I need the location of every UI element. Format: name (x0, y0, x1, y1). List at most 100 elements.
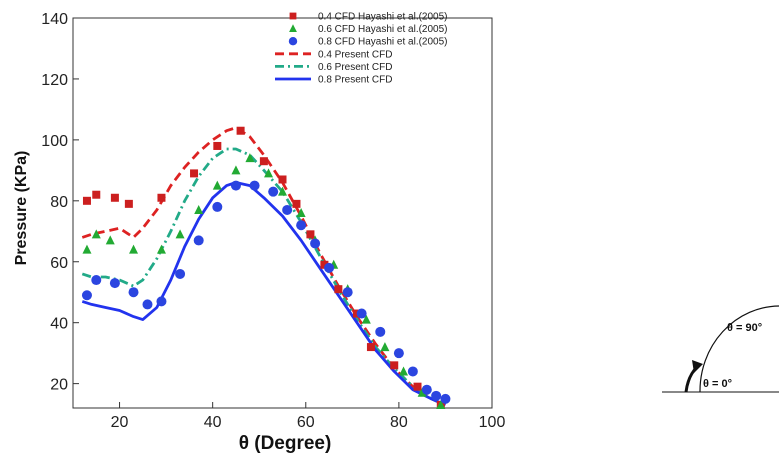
data-point (249, 180, 260, 191)
data-point (436, 399, 446, 409)
arrow-head-icon (692, 360, 703, 373)
x-tick-label: 40 (204, 414, 222, 431)
data-point (334, 285, 343, 294)
data-point (81, 290, 92, 301)
legend: 0.4 CFD Hayashi et al.(2005)0.6 CFD Haya… (275, 12, 448, 86)
data-point (417, 387, 427, 397)
series-markers (81, 180, 451, 404)
y-tick-label: 80 (50, 194, 68, 211)
data-point (390, 361, 399, 370)
legend-entry: 0.4 CFD Hayashi et al.(2005) (289, 12, 448, 23)
legend-entry: 0.6 Present CFD (275, 62, 392, 73)
data-point (230, 180, 241, 191)
legend-label: 0.4 CFD Hayashi et al.(2005) (318, 12, 448, 23)
data-point (264, 168, 274, 178)
data-point (278, 175, 287, 184)
data-point (105, 235, 115, 245)
data-point (375, 326, 386, 337)
data-point (236, 126, 245, 135)
data-point (128, 287, 139, 298)
data-point (320, 260, 329, 269)
data-point (129, 244, 139, 254)
data-point (399, 366, 409, 376)
axes: 20 40 60 80 100 120 140 20 40 60 80 100 (41, 11, 505, 431)
series-layer (81, 126, 451, 409)
legend-label: 0.8 CFD Hayashi et al.(2005) (318, 37, 448, 48)
x-tick-label: 60 (297, 414, 315, 431)
data-point (361, 314, 371, 324)
data-point (440, 393, 451, 404)
series-line (81, 147, 446, 407)
data-point (156, 296, 167, 307)
data-point (296, 220, 307, 231)
data-point (109, 278, 120, 289)
data-point (292, 199, 301, 208)
inset-label-0: θ = 0° (703, 378, 732, 390)
legend-entry: 0.8 CFD Hayashi et al.(2005) (288, 37, 448, 48)
x-axis-title: θ (Degree) (239, 433, 332, 454)
data-point (259, 157, 268, 166)
y-tick-label: 100 (41, 133, 68, 150)
data-point (91, 229, 101, 239)
data-point (212, 201, 223, 212)
y-tick-label: 140 (41, 11, 68, 28)
legend-label: 0.6 CFD Hayashi et al.(2005) (318, 24, 448, 35)
data-point (366, 343, 375, 352)
y-axis-title: Pressure (KPa) (13, 151, 30, 266)
data-point (91, 275, 102, 286)
legend-label: 0.6 Present CFD (318, 62, 392, 73)
plot-frame (72, 17, 493, 409)
data-point (282, 204, 293, 215)
data-point (306, 230, 315, 239)
data-point (342, 287, 353, 298)
y-tick-label: 60 (50, 255, 68, 272)
data-point (245, 153, 255, 163)
y-tick-label: 20 (50, 377, 68, 394)
data-point (407, 366, 418, 377)
series-line-path (81, 126, 446, 407)
data-point (324, 262, 335, 273)
data-point (157, 193, 166, 202)
data-point (213, 141, 222, 150)
x-tick-label: 80 (390, 414, 408, 431)
data-point (380, 342, 390, 352)
data-point (193, 235, 204, 246)
legend-swatch (289, 24, 297, 32)
data-point (268, 186, 279, 197)
data-point (212, 180, 222, 190)
legend-entry: 0.4 Present CFD (275, 49, 392, 60)
data-point (82, 244, 92, 254)
data-point (431, 390, 442, 401)
data-point (194, 204, 204, 214)
series-markers (82, 153, 446, 409)
y-tick-label: 120 (41, 72, 68, 89)
angle-arc (699, 305, 779, 393)
legend-swatch (289, 12, 297, 20)
series-line (81, 126, 446, 407)
data-point (393, 348, 404, 359)
legend-swatch (288, 37, 298, 46)
data-point (82, 196, 91, 205)
inset-label-90: θ = 90° (727, 322, 762, 334)
x-tick-label: 20 (111, 414, 129, 431)
data-point (124, 199, 133, 208)
series-line-path (81, 147, 446, 407)
data-point (156, 244, 166, 254)
data-point (296, 208, 306, 217)
angle-inset-diagram: θ = 90° θ = 0° (662, 305, 779, 393)
legend-entry: 0.8 Present CFD (275, 75, 392, 86)
data-point (356, 308, 367, 319)
data-point (278, 186, 287, 196)
data-point (142, 299, 153, 310)
legend-label: 0.4 Present CFD (318, 49, 392, 60)
x-tick-label: 100 (479, 414, 506, 431)
data-point (175, 229, 185, 239)
data-point (231, 165, 241, 175)
data-point (92, 190, 101, 199)
y-tick-label: 40 (50, 316, 68, 333)
data-point (421, 384, 432, 395)
data-point (413, 382, 422, 391)
legend-label: 0.8 Present CFD (318, 75, 392, 86)
data-point (190, 169, 199, 178)
